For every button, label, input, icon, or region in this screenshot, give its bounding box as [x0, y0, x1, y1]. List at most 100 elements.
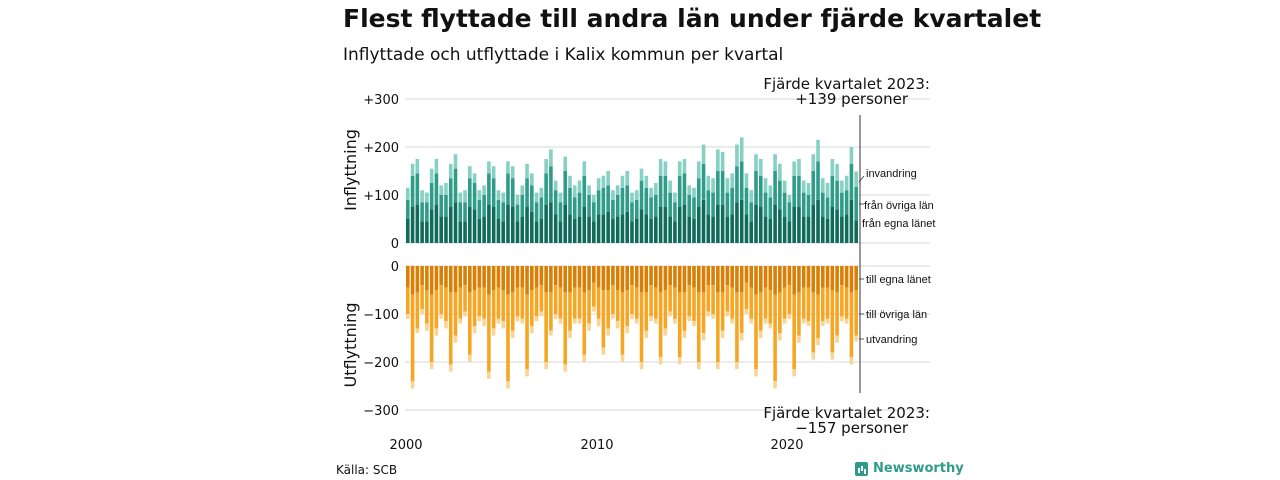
inflow-own-bar [539, 219, 544, 243]
inflow-other-bar [782, 192, 787, 217]
inflow-own-bar [525, 207, 529, 243]
outflow-other-bar [806, 287, 811, 322]
outflow-abroad-bar [587, 323, 591, 331]
inflow-own-bar [735, 202, 739, 243]
outflow-abroad-bar [525, 369, 529, 377]
outflow-abroad-bar [434, 328, 439, 336]
outflow-abroad-bar [458, 318, 463, 324]
outflow-other-bar [634, 287, 639, 319]
outflow-own-bar [849, 266, 854, 293]
inflow-abroad-bar [425, 192, 429, 203]
inflow-own-bar [582, 207, 587, 243]
inflow-other-bar [806, 195, 811, 217]
outflow-other-bar [501, 290, 505, 322]
outflow-own-bar [696, 266, 701, 293]
outflow-other-bar [592, 282, 596, 307]
outflow-other-bar [758, 292, 763, 331]
inflow-abroad-bar [429, 168, 434, 183]
inflow-own-bar [510, 207, 515, 243]
outflow-own-bar [816, 266, 820, 295]
inflow-abroad-bar [453, 154, 458, 169]
outflow-own-bar [596, 266, 601, 288]
outflow-abroad-bar [825, 318, 830, 324]
outflow-own-bar [630, 266, 634, 286]
outflow-other-bar [601, 290, 606, 348]
outflow-own-bar [811, 266, 816, 293]
inflow-other-bar [754, 171, 758, 205]
inflow-other-bar [773, 171, 777, 205]
outflow-other-bar [549, 292, 553, 331]
outflow-other-bar [429, 294, 434, 362]
inflow-abroad-bar [406, 187, 410, 200]
inflow-own-bar [615, 216, 620, 243]
inflow-other-bar [601, 187, 606, 215]
outflow-own-bar [797, 266, 801, 293]
inflow-other-bar [639, 180, 644, 210]
outflow-own-bar [539, 266, 544, 286]
inflow-abroad-bar [658, 159, 663, 176]
outflow-abroad-bar [654, 318, 658, 324]
inflow-abroad-bar [668, 180, 672, 193]
outflow-own-bar [496, 266, 501, 288]
outflow-other-bar [525, 294, 529, 370]
inflow-own-bar [563, 204, 568, 243]
inflow-own-bar [696, 207, 701, 243]
outflow-abroad-bar [615, 321, 620, 329]
outflow-own-bar [682, 266, 687, 293]
outflow-abroad-bar [415, 328, 420, 334]
inflow-other-bar [778, 180, 782, 210]
outflow-own-bar [515, 266, 520, 288]
outflow-own-bar [744, 266, 749, 283]
inflow-abroad-bar [444, 183, 448, 195]
inflow-own-bar [773, 204, 777, 243]
outflow-other-bar [558, 287, 563, 319]
inflow-own-bar [658, 207, 663, 243]
inflow-other-bar [453, 168, 458, 203]
inflow-abroad-bar [587, 185, 591, 195]
outflow-other-bar [749, 287, 754, 319]
outflow-own-bar [673, 266, 677, 288]
outflow-own-bar [549, 266, 553, 293]
inflow-own-bar [439, 216, 443, 243]
inflow-own-bar [677, 207, 682, 243]
inflow-abroad-bar [477, 190, 482, 200]
outflow-other-bar [472, 290, 477, 326]
outflow-own-bar [491, 266, 496, 290]
inflow-own-bar [801, 216, 806, 243]
outflow-abroad-bar [549, 330, 553, 336]
brand-name: Newsworthy [873, 461, 964, 476]
outflow-other-bar [425, 290, 429, 324]
outflow-own-bar [763, 266, 768, 288]
inflow-abroad-bar [806, 183, 811, 195]
inflow-abroad-bar [448, 163, 453, 179]
inflow-abroad-bar [739, 137, 744, 162]
outflow-other-bar [482, 287, 486, 319]
inflow-own-bar [778, 209, 782, 243]
outflow-own-bar [506, 266, 510, 295]
annotation-top-line2: +139 personer [795, 90, 909, 108]
inflow-other-bar [434, 173, 439, 205]
inflow-abroad-bar [840, 180, 844, 193]
outflow-other-bar [491, 290, 496, 329]
outflow-other-bar [720, 292, 725, 331]
inflow-abroad-bar [596, 178, 601, 191]
outflow-other-bar [453, 292, 458, 336]
inflow-own-bar [534, 221, 539, 243]
inflow-other-bar [515, 204, 520, 222]
outflow-abroad-bar [496, 318, 501, 324]
inflow-abroad-bar [592, 195, 596, 203]
outflow-own-bar [687, 266, 692, 286]
inflow-abroad-bar [706, 175, 711, 191]
outflow-own-bar [520, 266, 525, 288]
outflow-abroad-bar [544, 362, 548, 370]
outflow-own-bar [425, 266, 429, 290]
series-label-till-egna-lanet: till egna länet [866, 274, 931, 286]
inflow-other-bar [520, 195, 525, 217]
outflow-other-bar [553, 285, 558, 314]
outflow-other-bar [706, 285, 711, 312]
inflow-other-bar [415, 173, 420, 205]
series-label-fran-egna-lanet: från egna länet [862, 218, 935, 230]
outflow-other-bar [811, 292, 816, 353]
outflow-own-bar [844, 266, 849, 288]
outflow-other-bar [716, 292, 720, 362]
